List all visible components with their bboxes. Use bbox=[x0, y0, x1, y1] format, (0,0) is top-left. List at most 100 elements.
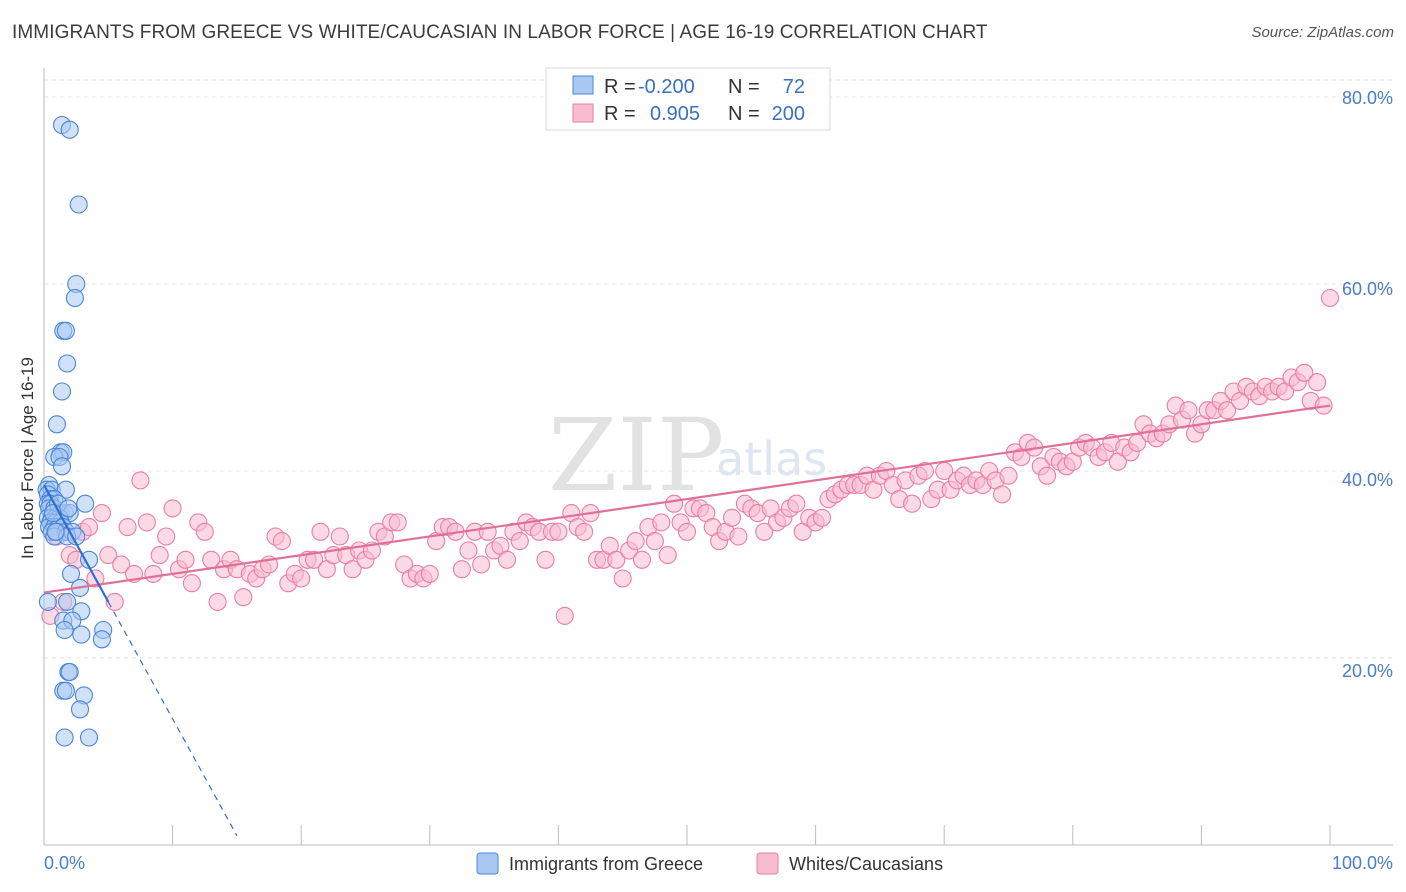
whites-point-95 bbox=[652, 513, 671, 532]
greece-point-24 bbox=[76, 494, 95, 513]
chart-title: IMMIGRANTS FROM GREECE VS WHITE/CAUCASIA… bbox=[12, 22, 988, 43]
whites-point-47 bbox=[343, 560, 362, 579]
whites-point-155 bbox=[1038, 466, 1057, 485]
whites-point-134 bbox=[903, 494, 922, 513]
whites-point-195 bbox=[1295, 363, 1314, 382]
whites-point-77 bbox=[536, 550, 555, 569]
greece-point-2 bbox=[69, 195, 88, 214]
greece-point-63 bbox=[56, 681, 75, 700]
x-tick-max: 100.0% bbox=[1332, 853, 1393, 873]
whites-caucasians-points bbox=[41, 288, 1340, 625]
whites-point-45 bbox=[330, 527, 349, 546]
whites-point-96 bbox=[658, 546, 677, 565]
legend-swatch-whites bbox=[572, 103, 594, 123]
whites-point-68 bbox=[478, 522, 497, 541]
whites-point-26 bbox=[208, 592, 227, 611]
y-tick-40: 40.0% bbox=[1342, 470, 1393, 490]
whites-point-89 bbox=[613, 569, 632, 588]
y-tick-20: 20.0% bbox=[1342, 661, 1393, 681]
bottom-legend-swatch-greece bbox=[476, 852, 499, 875]
whites-point-41 bbox=[305, 550, 324, 569]
whites-point-199 bbox=[1320, 288, 1340, 308]
legend-r-value-2: 0.905 bbox=[650, 103, 700, 125]
whites-point-65 bbox=[459, 541, 478, 560]
y-tick-60: 60.0% bbox=[1342, 279, 1393, 299]
greece-point-1 bbox=[60, 120, 79, 139]
whites-point-94 bbox=[645, 532, 664, 551]
legend-n-label-1: N = bbox=[728, 76, 760, 98]
greece-point-6 bbox=[56, 321, 75, 340]
legend-r-label-2: R = bbox=[604, 103, 636, 125]
whites-point-18 bbox=[157, 527, 176, 546]
greece-point-71 bbox=[59, 499, 78, 518]
whites-point-183 bbox=[1218, 401, 1237, 420]
whites-point-8 bbox=[92, 504, 111, 523]
axes bbox=[43, 68, 1393, 846]
greece-point-67 bbox=[79, 728, 99, 747]
trend-lines bbox=[43, 404, 1331, 836]
greece-immigrants-points bbox=[37, 115, 113, 747]
greece-point-65 bbox=[70, 700, 90, 719]
greece-point-68 bbox=[46, 522, 65, 541]
greece-point-14 bbox=[52, 457, 72, 476]
greece-point-7 bbox=[58, 354, 77, 373]
whites-point-64 bbox=[452, 560, 471, 579]
greece-point-52 bbox=[58, 592, 77, 611]
whites-point-54 bbox=[388, 513, 407, 532]
y-tick-80: 80.0% bbox=[1342, 88, 1393, 108]
whites-point-80 bbox=[555, 606, 574, 625]
whites-point-11 bbox=[112, 555, 131, 574]
whites-point-88 bbox=[607, 550, 626, 569]
whites-point-36 bbox=[272, 532, 291, 551]
greece-point-4 bbox=[65, 288, 84, 308]
whites-trend-line bbox=[43, 404, 1331, 594]
whites-point-19 bbox=[163, 499, 182, 518]
greece-point-56 bbox=[55, 620, 74, 640]
whites-point-67 bbox=[472, 555, 491, 574]
whites-point-136 bbox=[915, 461, 934, 481]
x-tick-min: 0.0% bbox=[44, 853, 85, 873]
greece-point-66 bbox=[55, 728, 74, 747]
legend-r-value-1: -0.200 bbox=[638, 76, 695, 98]
whites-point-14 bbox=[131, 471, 150, 490]
whites-point-15 bbox=[137, 513, 156, 532]
greece-point-9 bbox=[47, 415, 66, 434]
whites-point-17 bbox=[150, 546, 169, 565]
whites-point-79 bbox=[549, 522, 568, 541]
legend-n-label-2: N = bbox=[728, 103, 760, 125]
source-credit: Source: ZipAtlas.com bbox=[1251, 24, 1394, 41]
whites-point-106 bbox=[722, 508, 742, 527]
whites-point-91 bbox=[626, 532, 645, 551]
watermark: ZIP atlas bbox=[548, 397, 827, 514]
whites-point-120 bbox=[812, 508, 832, 527]
whites-point-197 bbox=[1308, 373, 1327, 392]
whites-point-71 bbox=[497, 550, 517, 569]
whites-point-111 bbox=[755, 522, 774, 541]
watermark-zip: ZIP bbox=[548, 397, 724, 514]
greece-trend-extension bbox=[107, 601, 238, 836]
whites-point-24 bbox=[195, 522, 214, 541]
legend-swatch-greece bbox=[572, 75, 594, 95]
whites-point-97 bbox=[665, 494, 684, 513]
greece-point-61 bbox=[60, 662, 79, 682]
greece-point-57 bbox=[72, 625, 91, 644]
legend-n-value-1: 72 bbox=[783, 76, 805, 98]
y-tick-labels: 80.0% 60.0% 40.0% 20.0% bbox=[1342, 88, 1393, 681]
whites-point-99 bbox=[677, 522, 697, 541]
whites-point-149 bbox=[999, 466, 1018, 485]
whites-point-83 bbox=[575, 522, 594, 541]
greece-trend-line bbox=[43, 484, 110, 603]
whites-point-59 bbox=[420, 564, 439, 583]
whites-point-16 bbox=[144, 564, 163, 583]
whites-point-30 bbox=[234, 588, 253, 607]
bottom-legend: Immigrants from Greece Whites/Caucasians bbox=[476, 852, 943, 875]
legend-r-label-1: R = bbox=[604, 76, 636, 98]
y-axis-label: In Labor Force | Age 16-19 bbox=[18, 357, 37, 559]
whites-point-107 bbox=[729, 527, 748, 546]
watermark-atlas: atlas bbox=[716, 432, 827, 486]
whites-point-39 bbox=[292, 569, 311, 588]
whites-point-116 bbox=[787, 494, 806, 513]
whites-point-6 bbox=[79, 518, 99, 537]
whites-point-177 bbox=[1179, 401, 1198, 420]
whites-point-73 bbox=[510, 532, 529, 551]
